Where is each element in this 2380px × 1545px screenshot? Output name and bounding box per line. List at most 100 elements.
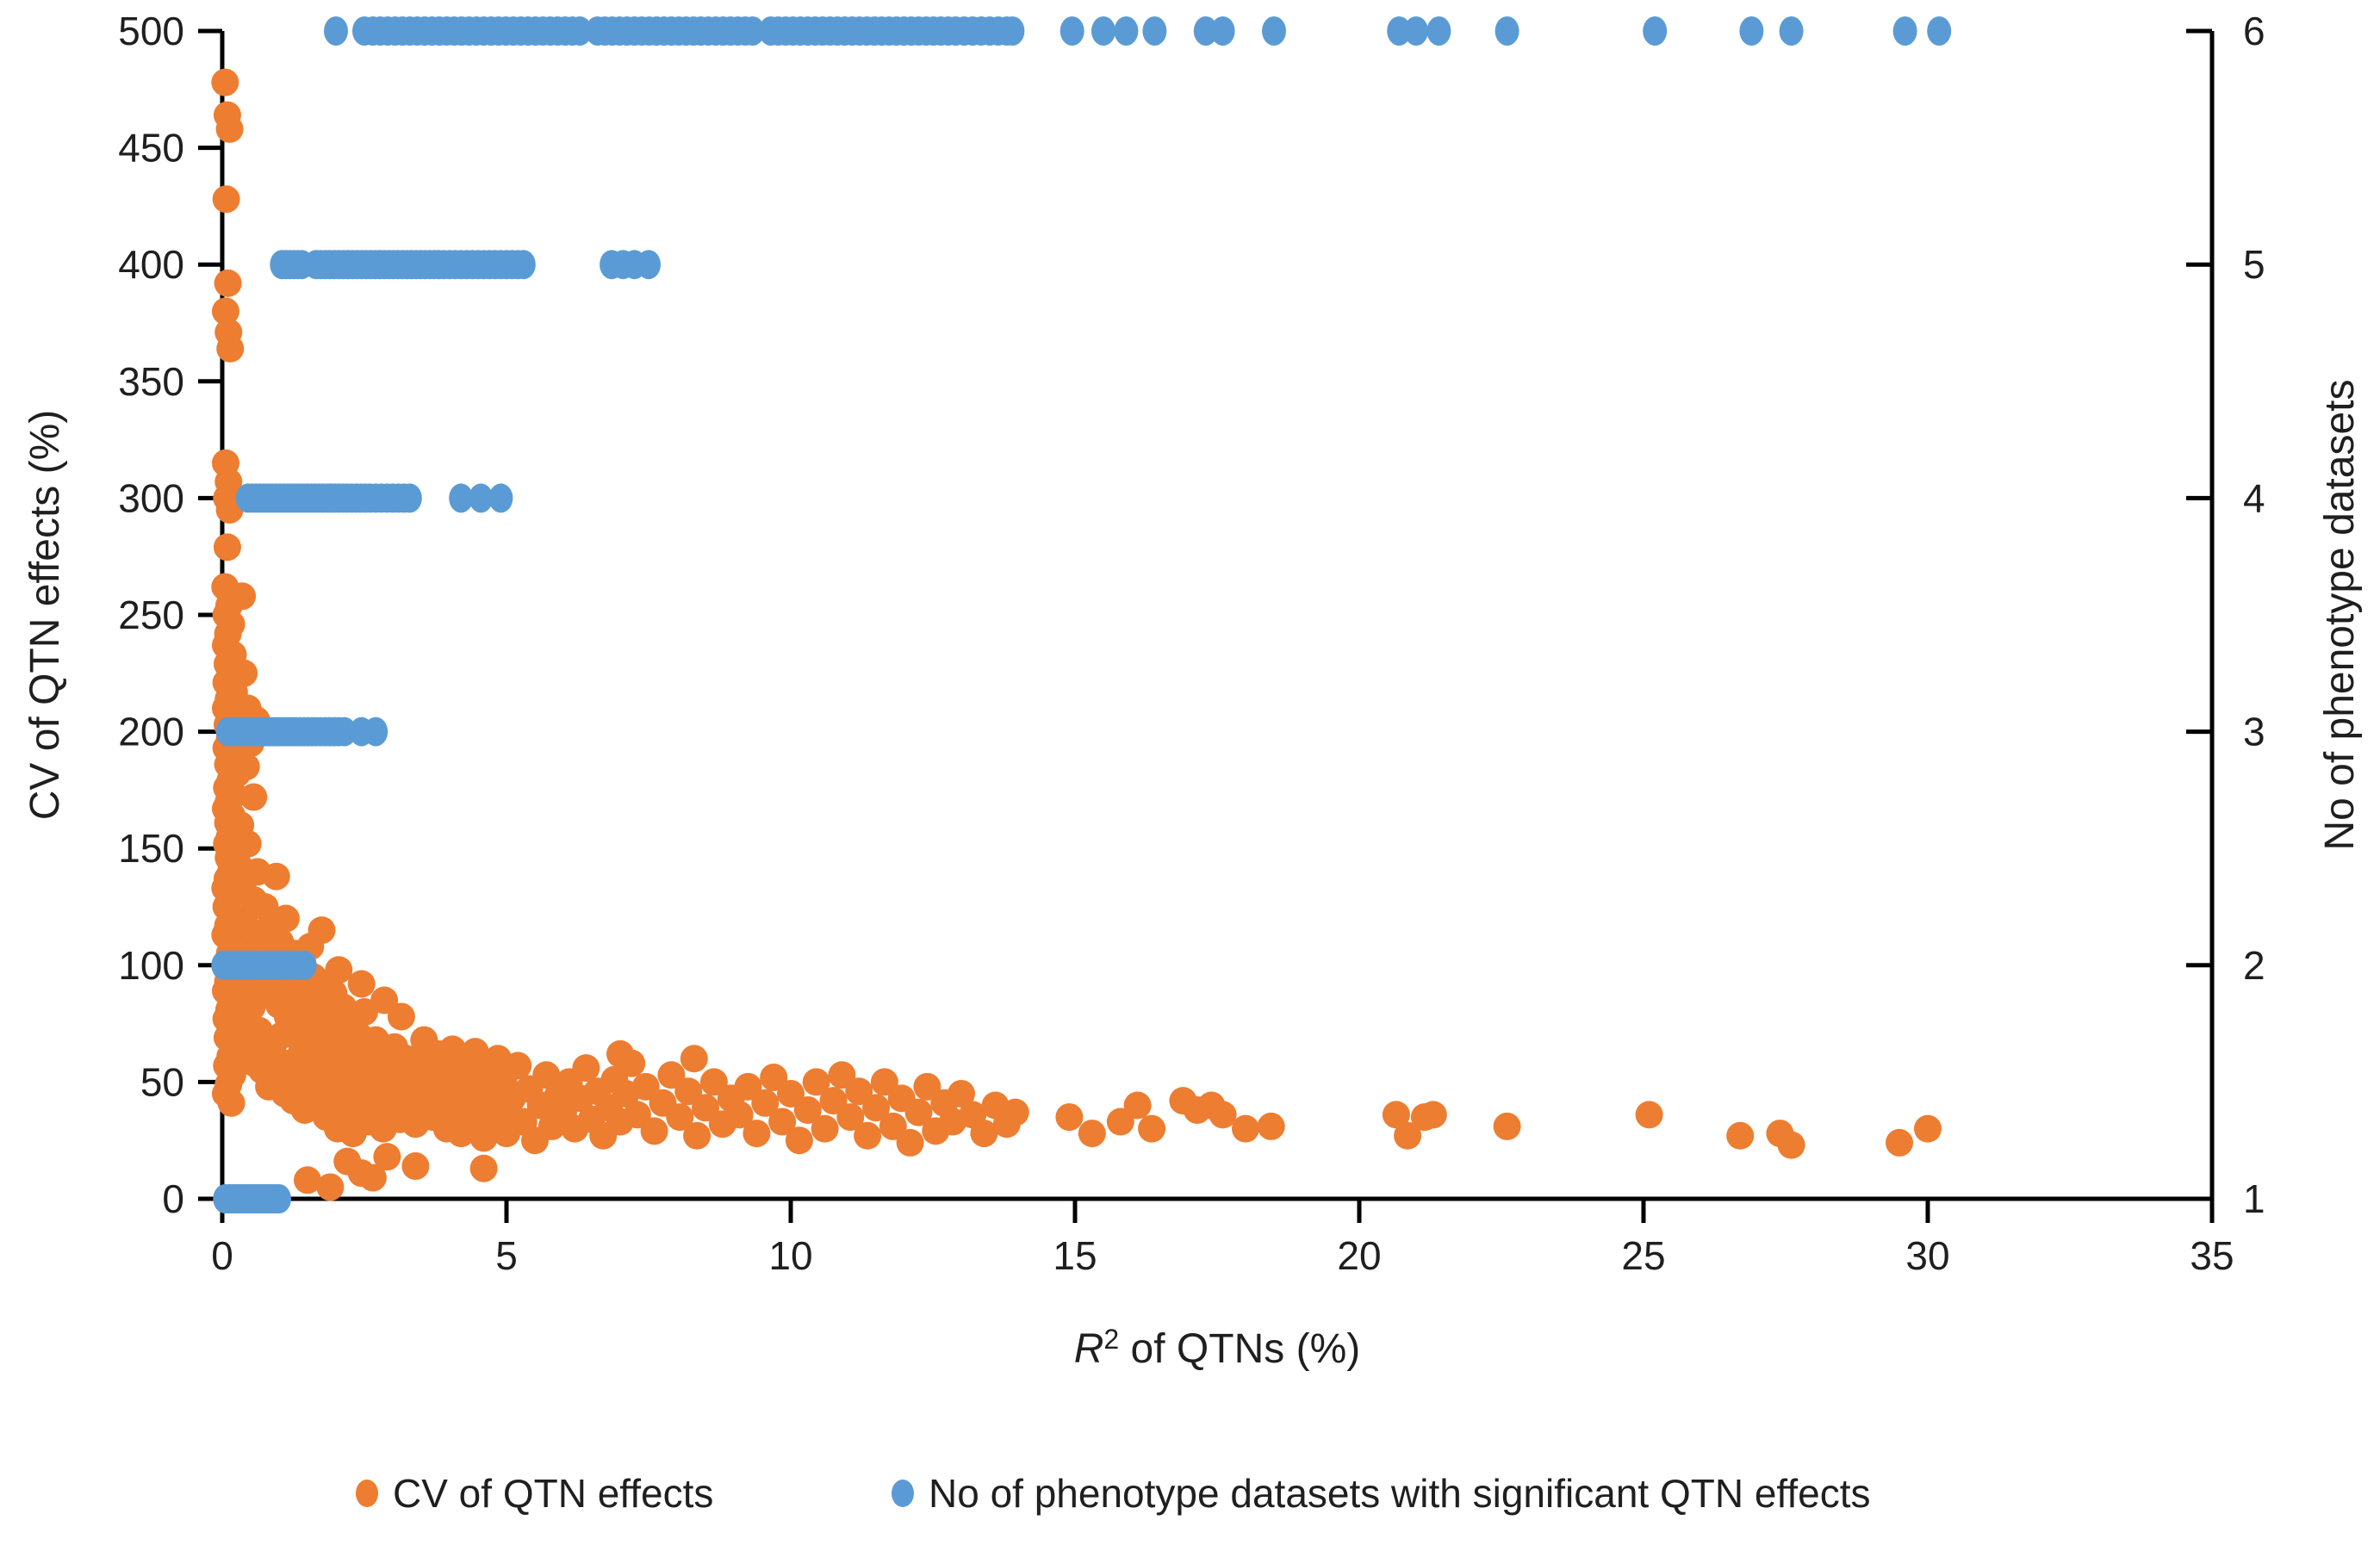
cv-data-point <box>1138 1114 1166 1143</box>
left-tick-label: 450 <box>118 126 184 171</box>
x-tick-label: 20 <box>1337 1233 1381 1278</box>
cv-data-point <box>1123 1091 1152 1120</box>
cv-data-point <box>699 1068 728 1096</box>
cv-data-point <box>1257 1112 1285 1140</box>
dataset-count-data-point <box>1494 16 1519 46</box>
left-tick-label: 300 <box>118 475 184 520</box>
left-tick-label: 50 <box>140 1059 184 1104</box>
cv-data-point <box>743 1120 771 1148</box>
cv-data-point <box>751 1089 780 1117</box>
x-axis-ticks: 0 5 10 15 20 25 30 35 <box>211 1199 2234 1278</box>
dataset-count-data-point <box>1210 16 1235 46</box>
cv-data-point <box>811 1114 839 1143</box>
dataset-count-data-point <box>1892 16 1917 46</box>
cv-data-point <box>793 1095 822 1124</box>
cv-data-point <box>216 334 245 363</box>
right-tick-label: 2 <box>2243 943 2265 988</box>
dataset-count-data-point <box>324 16 348 46</box>
cv-data-point <box>532 1061 561 1089</box>
right-y-axis-title: No of phenotype datasets <box>2317 379 2363 850</box>
cv-data-point <box>896 1128 924 1157</box>
dataset-count-data-point <box>1739 16 1764 46</box>
cv-data-point <box>802 1068 830 1096</box>
cv-data-point <box>870 1068 898 1096</box>
dataset-count-data-point <box>292 950 317 980</box>
cv-data-point <box>760 1063 788 1091</box>
left-tick-label: 200 <box>118 710 184 754</box>
cv-data-point <box>777 1079 805 1108</box>
cv-data-point <box>828 1061 856 1089</box>
cv-data-point <box>734 1072 762 1101</box>
dataset-count-data-point <box>449 483 474 513</box>
x-axis-title: R2 of QTNs (%) <box>1074 1324 1360 1372</box>
cv-data-point <box>211 68 239 96</box>
cv-data-point <box>333 1147 362 1176</box>
dataset-count-data-point <box>568 16 593 46</box>
cv-data-point <box>262 862 290 890</box>
left-axis-ticks: 0 50 100 150 200 250 300 350 400 450 500 <box>118 9 222 1221</box>
cv-data-point <box>233 829 262 858</box>
right-tick-label: 3 <box>2243 710 2265 754</box>
cv-data-point <box>970 1120 998 1148</box>
cv-data-point <box>904 1098 933 1126</box>
left-tick-label: 150 <box>118 826 184 871</box>
cv-data-point <box>692 1094 719 1122</box>
x-axis-title-superscript: 2 <box>1103 1324 1119 1355</box>
cv-data-point <box>294 1166 321 1194</box>
dataset-count-data-point <box>469 483 494 513</box>
dataset-count-data-point <box>1000 16 1025 46</box>
cv-data-point <box>854 1121 882 1150</box>
dataset-count-data-point <box>397 483 422 513</box>
cv-data-point <box>836 1103 865 1132</box>
series-cv-of-qtn-effects <box>211 68 1942 1201</box>
dataset-count-data-point <box>1643 16 1668 46</box>
cv-data-point <box>948 1079 975 1108</box>
x-axis-title-variable: R <box>1074 1326 1104 1372</box>
cv-data-point <box>214 269 242 297</box>
dataset-count-data-point <box>488 483 513 513</box>
dataset-count-data-point <box>1387 16 1412 46</box>
x-tick-label: 35 <box>2190 1233 2234 1278</box>
cv-data-point <box>325 956 353 984</box>
cv-data-point <box>232 753 260 781</box>
cv-data-point <box>819 1087 848 1115</box>
cv-data-point <box>657 1061 686 1089</box>
left-tick-label: 100 <box>118 943 184 988</box>
cv-data-point <box>1055 1103 1084 1132</box>
right-tick-label: 6 <box>2243 9 2265 53</box>
legend-label-cv: CV of QTN effects <box>393 1471 713 1516</box>
chart-legend: CV of QTN effects No of phenotype datase… <box>356 1471 1871 1516</box>
dataset-count-data-point <box>511 250 536 280</box>
cv-data-point <box>215 115 244 143</box>
cv-data-point <box>785 1126 813 1155</box>
dataset-count-data-point <box>1779 16 1804 46</box>
left-tick-label: 250 <box>118 593 184 637</box>
cv-data-point <box>913 1072 941 1101</box>
legend-marker-datasets-icon <box>892 1480 914 1507</box>
cv-data-point <box>387 1002 415 1031</box>
cv-data-point <box>373 1143 401 1171</box>
cv-data-point <box>845 1077 873 1106</box>
dataset-count-data-point <box>267 1184 291 1213</box>
cv-data-point <box>212 185 240 214</box>
cv-data-point <box>666 1103 694 1132</box>
dataset-count-data-point <box>1091 16 1115 46</box>
cv-data-point <box>217 1089 245 1117</box>
cv-data-point <box>1078 1120 1106 1148</box>
cv-data-point <box>1419 1101 1447 1129</box>
left-tick-label: 500 <box>118 9 184 53</box>
dataset-count-data-point <box>1404 16 1428 46</box>
left-tick-label: 0 <box>162 1176 184 1221</box>
cv-data-point <box>1232 1114 1259 1143</box>
cv-data-point <box>1914 1114 1942 1143</box>
cv-data-point <box>316 1173 345 1201</box>
cv-data-point <box>572 1054 600 1083</box>
cv-data-point <box>1106 1108 1134 1136</box>
dataset-count-data-point <box>1193 16 1218 46</box>
right-axis-ticks: 1 2 3 4 5 6 <box>2186 9 2265 1221</box>
legend-marker-cv-icon <box>356 1480 378 1507</box>
cv-data-point <box>1726 1121 1755 1150</box>
cv-data-point <box>370 986 399 1014</box>
cv-data-point <box>674 1077 703 1106</box>
